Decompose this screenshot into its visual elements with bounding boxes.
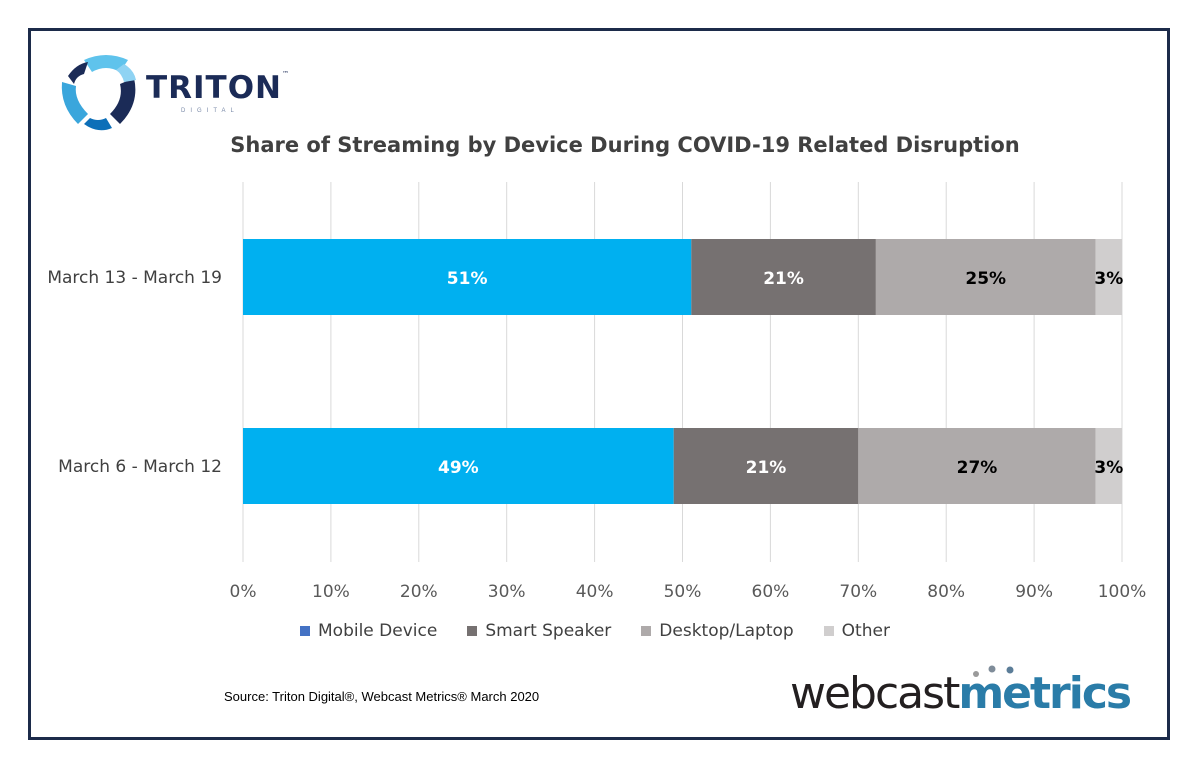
x-tick-label: 70% <box>839 582 877 602</box>
legend-label: Smart Speaker <box>485 621 612 641</box>
triton-subtitle: DIGITAL <box>181 108 239 114</box>
data-label: 27% <box>957 458 998 478</box>
legend-item: Mobile Device <box>300 621 437 641</box>
y-category-label: March 13 - March 19 <box>47 268 222 288</box>
legend-item: Smart Speaker <box>467 621 611 641</box>
x-tick-label: 40% <box>576 582 614 602</box>
data-label: 49% <box>438 458 479 478</box>
bar-segment <box>691 239 876 315</box>
legend-label: Desktop/Laptop <box>659 621 794 641</box>
x-tick-label: 50% <box>664 582 702 602</box>
triton-wordmark: TRITON™ <box>146 70 290 106</box>
triton-logo-icon <box>61 55 136 131</box>
legend-label: Mobile Device <box>318 621 438 641</box>
x-tick-label: 20% <box>400 582 438 602</box>
legend-swatch <box>467 626 478 636</box>
x-tick-label: 100% <box>1098 582 1147 602</box>
chart-title: Share of Streaming by Device During COVI… <box>230 133 1020 157</box>
legend-item: Desktop/Laptop <box>641 621 794 641</box>
legend-swatch <box>300 626 310 636</box>
source-note: Source: Triton Digital®, Webcast Metrics… <box>224 689 540 704</box>
bar-segment <box>858 428 1096 504</box>
legend-swatch <box>641 626 652 636</box>
x-tick-label: 90% <box>1015 582 1053 602</box>
x-tick-label: 0% <box>230 582 257 602</box>
chart-legend: Mobile Device Smart Speaker Desktop/Laptop… <box>300 618 920 644</box>
bar-segment <box>875 239 1096 315</box>
x-tick-label: 80% <box>927 582 965 602</box>
legend-swatch <box>823 626 834 636</box>
data-label: 3% <box>1094 269 1123 289</box>
data-label: 21% <box>763 269 804 289</box>
x-tick-label: 60% <box>752 582 790 602</box>
x-tick-label: 10% <box>312 582 350 602</box>
bar-segment <box>1095 428 1122 504</box>
x-tick-label: 30% <box>488 582 526 602</box>
data-label: 25% <box>965 269 1006 289</box>
data-label: 21% <box>746 458 787 478</box>
bar-segment <box>673 428 859 504</box>
bar-segment <box>243 428 674 504</box>
data-label: 3% <box>1094 458 1123 478</box>
chart-frame <box>28 28 1170 740</box>
legend-item: Other <box>823 621 890 641</box>
data-label: 51% <box>447 269 488 289</box>
bar-segment <box>1095 239 1122 315</box>
y-category-label: March 6 - March 12 <box>58 457 222 477</box>
webcast-metrics-dots-icon <box>973 665 1014 677</box>
legend-label: Other <box>841 621 890 641</box>
webcast-metrics-logo: webcastmetrics <box>790 668 1132 719</box>
bar-segment <box>243 239 692 315</box>
